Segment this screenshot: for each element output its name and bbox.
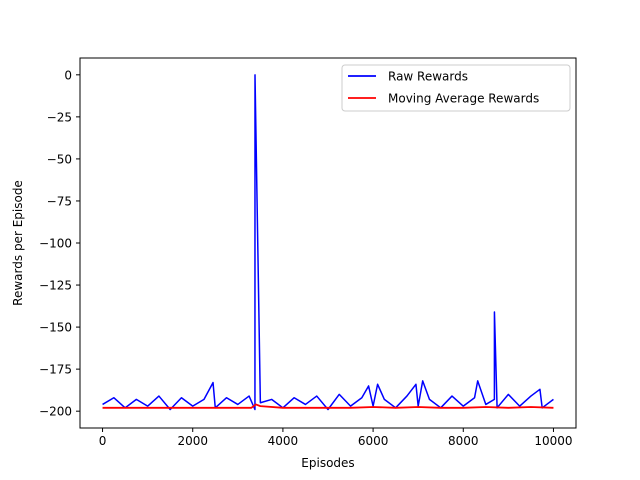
x-tick-label: 2000	[177, 434, 208, 448]
y-axis-label: Rewards per Episode	[11, 180, 25, 306]
x-tick-label: 0	[99, 434, 107, 448]
x-axis-label: Episodes	[301, 456, 354, 470]
legend-label-moving-average-rewards: Moving Average Rewards	[388, 92, 539, 106]
y-tick-label: −125	[39, 279, 72, 293]
y-tick-label: −25	[47, 110, 72, 124]
y-axis: 0 −25 −50 −75 −100 −125 −150 −175 −200	[39, 68, 80, 419]
y-tick-label: −100	[39, 237, 72, 251]
x-tick-label: 6000	[358, 434, 389, 448]
x-tick-label: 8000	[448, 434, 479, 448]
x-tick-label: 4000	[268, 434, 299, 448]
y-tick-label: −175	[39, 363, 72, 377]
y-tick-label: −50	[47, 152, 72, 166]
x-axis: 0 2000 4000 6000 8000 10000	[99, 428, 573, 448]
legend-label-raw-rewards: Raw Rewards	[388, 70, 468, 84]
legend-box	[341, 64, 571, 112]
legend: Raw Rewards Moving Average Rewards	[341, 64, 571, 112]
series-layer	[102, 74, 554, 411]
series-line-1	[102, 403, 554, 409]
x-tick-label: 10000	[534, 434, 572, 448]
plot-area	[80, 58, 576, 428]
y-tick-label: 0	[64, 68, 72, 82]
y-tick-label: −75	[47, 194, 72, 208]
y-tick-label: −200	[39, 405, 72, 419]
y-tick-label: −150	[39, 321, 72, 335]
series-line-0	[102, 74, 554, 411]
